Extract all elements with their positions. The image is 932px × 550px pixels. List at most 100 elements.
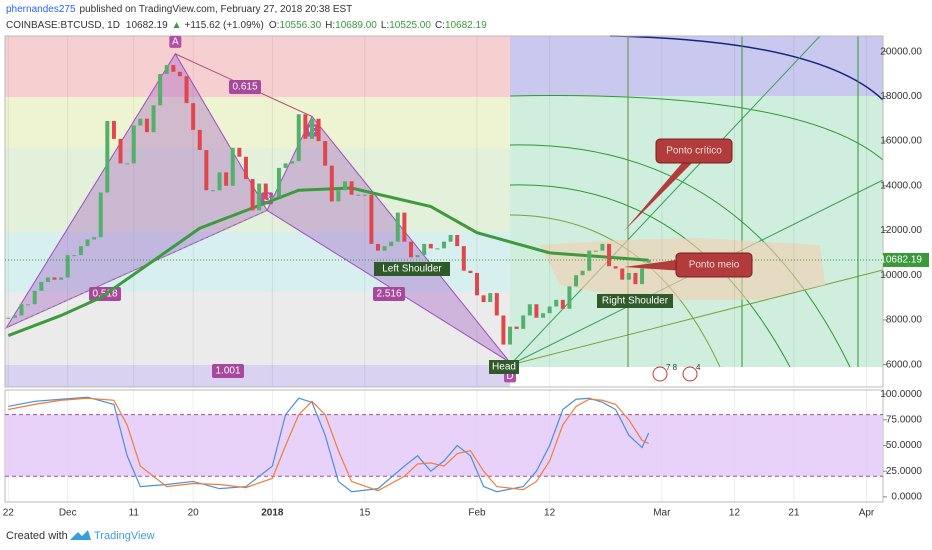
- y-tick-label: 14000.00: [880, 180, 922, 191]
- candle-body: [6, 317, 11, 319]
- moving-average: [7, 186, 649, 337]
- arc: [609, 35, 884, 101]
- candle-body: [342, 181, 347, 191]
- candle-body: [527, 304, 532, 316]
- candle-body: [26, 304, 31, 306]
- x-tick-label: 15: [359, 508, 371, 519]
- x-tick-label: 11: [129, 508, 140, 519]
- x-tick-label: 21: [788, 508, 800, 519]
- candle-body: [19, 304, 24, 316]
- candle-body: [171, 65, 176, 72]
- candle-body: [191, 103, 196, 130]
- pattern-tag: [489, 360, 519, 374]
- arc: [509, 184, 791, 368]
- callout-text: Ponto crítico: [666, 146, 722, 157]
- candle-body: [224, 172, 229, 186]
- y-tick-label: 25.0000: [886, 466, 923, 477]
- candle-body: [32, 290, 37, 305]
- pattern-tag-text: Right Shoulder: [602, 296, 669, 307]
- candle-body: [230, 147, 235, 186]
- harmonic-triangle: [266, 115, 511, 363]
- price-tag: [883, 252, 929, 267]
- candle-body: [369, 194, 374, 244]
- y-tick-label: 20000.00: [880, 46, 922, 57]
- candle-body: [12, 315, 17, 318]
- gann-region: [509, 35, 884, 368]
- band: [5, 97, 510, 148]
- candle-body: [580, 270, 585, 276]
- candle-body: [151, 105, 156, 133]
- ratio-label: 0.615: [232, 82, 257, 93]
- fan-line: [509, 35, 821, 366]
- candle-body: [92, 237, 97, 240]
- candle-body: [626, 272, 631, 280]
- candle-body: [607, 243, 612, 267]
- ratio-badge: [212, 364, 244, 378]
- candle-body: [118, 138, 123, 164]
- candle-body: [389, 241, 394, 247]
- candle-body: [263, 183, 268, 200]
- point-label: D: [506, 371, 513, 382]
- callout-arrow: [624, 259, 684, 271]
- candle-body: [336, 190, 341, 202]
- candle-body: [257, 183, 262, 211]
- y-tick-label: 16000.00: [880, 136, 922, 147]
- footer-created: Created with: [6, 530, 68, 542]
- logo: [70, 530, 91, 540]
- arc: [509, 144, 851, 368]
- candle-body: [72, 255, 77, 257]
- y-tick-label: 6000.00: [886, 359, 923, 370]
- candle-body: [574, 275, 579, 287]
- candle-body: [600, 243, 605, 251]
- candle-body: [144, 118, 149, 133]
- pattern-tag: [374, 262, 450, 276]
- callout: [655, 138, 733, 164]
- x-tick-label: 2018: [261, 508, 284, 519]
- candle-body: [508, 326, 513, 345]
- x-tick-label: Feb: [468, 508, 486, 519]
- candle-body: [560, 299, 565, 309]
- ohlc-label: H:: [325, 20, 335, 31]
- candle-body: [276, 167, 281, 197]
- candle-body: [587, 250, 592, 271]
- candle-body: [547, 306, 552, 314]
- y-tick-label: 8000.00: [886, 315, 923, 326]
- candle-body: [475, 272, 480, 296]
- ohlc-label: O:: [269, 20, 280, 31]
- ratio-label: 1.001: [215, 366, 240, 377]
- candle-body: [329, 165, 334, 202]
- ratio-label: 2.516: [376, 289, 401, 300]
- y-tick-label: 75.0000: [886, 414, 923, 425]
- candle-body: [613, 266, 618, 269]
- candle-body: [98, 192, 103, 238]
- x-tick-label: 12: [729, 508, 741, 519]
- candle-body: [481, 295, 486, 303]
- last: 10682.19: [126, 20, 168, 31]
- candle-body: [349, 181, 354, 195]
- plot-layer: 22 Dec 11 20 2018 15 Feb 12 Mar 12 21 Apr 6000.00 800…: [3, 35, 929, 519]
- price-tag-label: 10682.19: [880, 255, 922, 266]
- candle-body: [541, 313, 546, 318]
- candle-body: [177, 71, 182, 77]
- y-tick-label: 100.0000: [880, 389, 922, 400]
- candle-body: [494, 293, 499, 316]
- callout: [675, 252, 753, 278]
- event-count: 7 8: [666, 363, 678, 372]
- header-line-2: COINBASE:BTCUSD, 1D 10682.19 ▲ +115.62 (+1.…: [6, 20, 487, 31]
- event-icon: [682, 366, 698, 382]
- x-tick-label: Dec: [59, 508, 77, 519]
- ohlc-label: C:: [435, 20, 445, 31]
- candle-body: [356, 194, 361, 196]
- event-icon: [652, 366, 668, 382]
- ohlc-value: 10556.30: [279, 20, 321, 31]
- candle-body: [78, 246, 83, 256]
- ohlc-value: 10689.00: [335, 20, 377, 31]
- candle-body: [197, 129, 202, 151]
- symbol: COINBASE:BTCUSD, 1D: [6, 20, 120, 31]
- y-tick-label: 0.0000: [891, 492, 922, 503]
- ratio-badge: [229, 80, 261, 94]
- pattern-tag-text: Head: [492, 362, 516, 373]
- candle-body: [270, 196, 275, 200]
- footer-brand[interactable]: TradingView: [94, 530, 155, 542]
